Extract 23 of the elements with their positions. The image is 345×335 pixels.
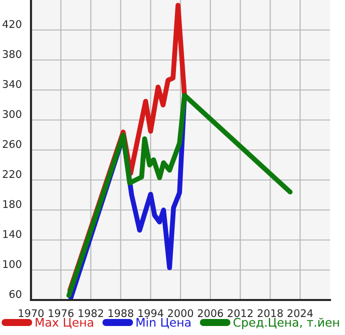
x-tick-label: 2024 <box>288 309 313 318</box>
x-tick-label: 1970 <box>18 309 44 318</box>
y-tick-label: 220 <box>2 170 22 178</box>
y-tick-label: 140 <box>3 230 22 238</box>
x-tick-label: 2012 <box>228 309 253 318</box>
y-tick-label: 260 <box>2 140 22 148</box>
legend-label: Max Цена <box>36 318 94 328</box>
y-tick-label: 180 <box>3 200 22 208</box>
x-tick-label: 1982 <box>78 309 104 318</box>
x-tick-label: 2006 <box>198 309 223 318</box>
y-tick-label: 60 <box>9 290 22 298</box>
legend-label: Min Цена <box>136 318 190 328</box>
y-tick-label: 380 <box>2 50 22 58</box>
x-tick-label: 2000 <box>168 309 194 318</box>
y-tick-label: 100 <box>3 260 22 268</box>
y-tick-label: 340 <box>2 80 22 88</box>
y-tick-label: 420 <box>2 20 22 28</box>
x-tick-label: 1988 <box>108 309 134 318</box>
x-tick-label: 1976 <box>48 309 74 318</box>
x-tick-label: 2018 <box>258 309 283 318</box>
legend-label: Сред.Цена, т.йен <box>234 318 339 330</box>
y-tick-label: 300 <box>2 110 22 118</box>
x-tick-label: 1994 <box>138 309 164 318</box>
